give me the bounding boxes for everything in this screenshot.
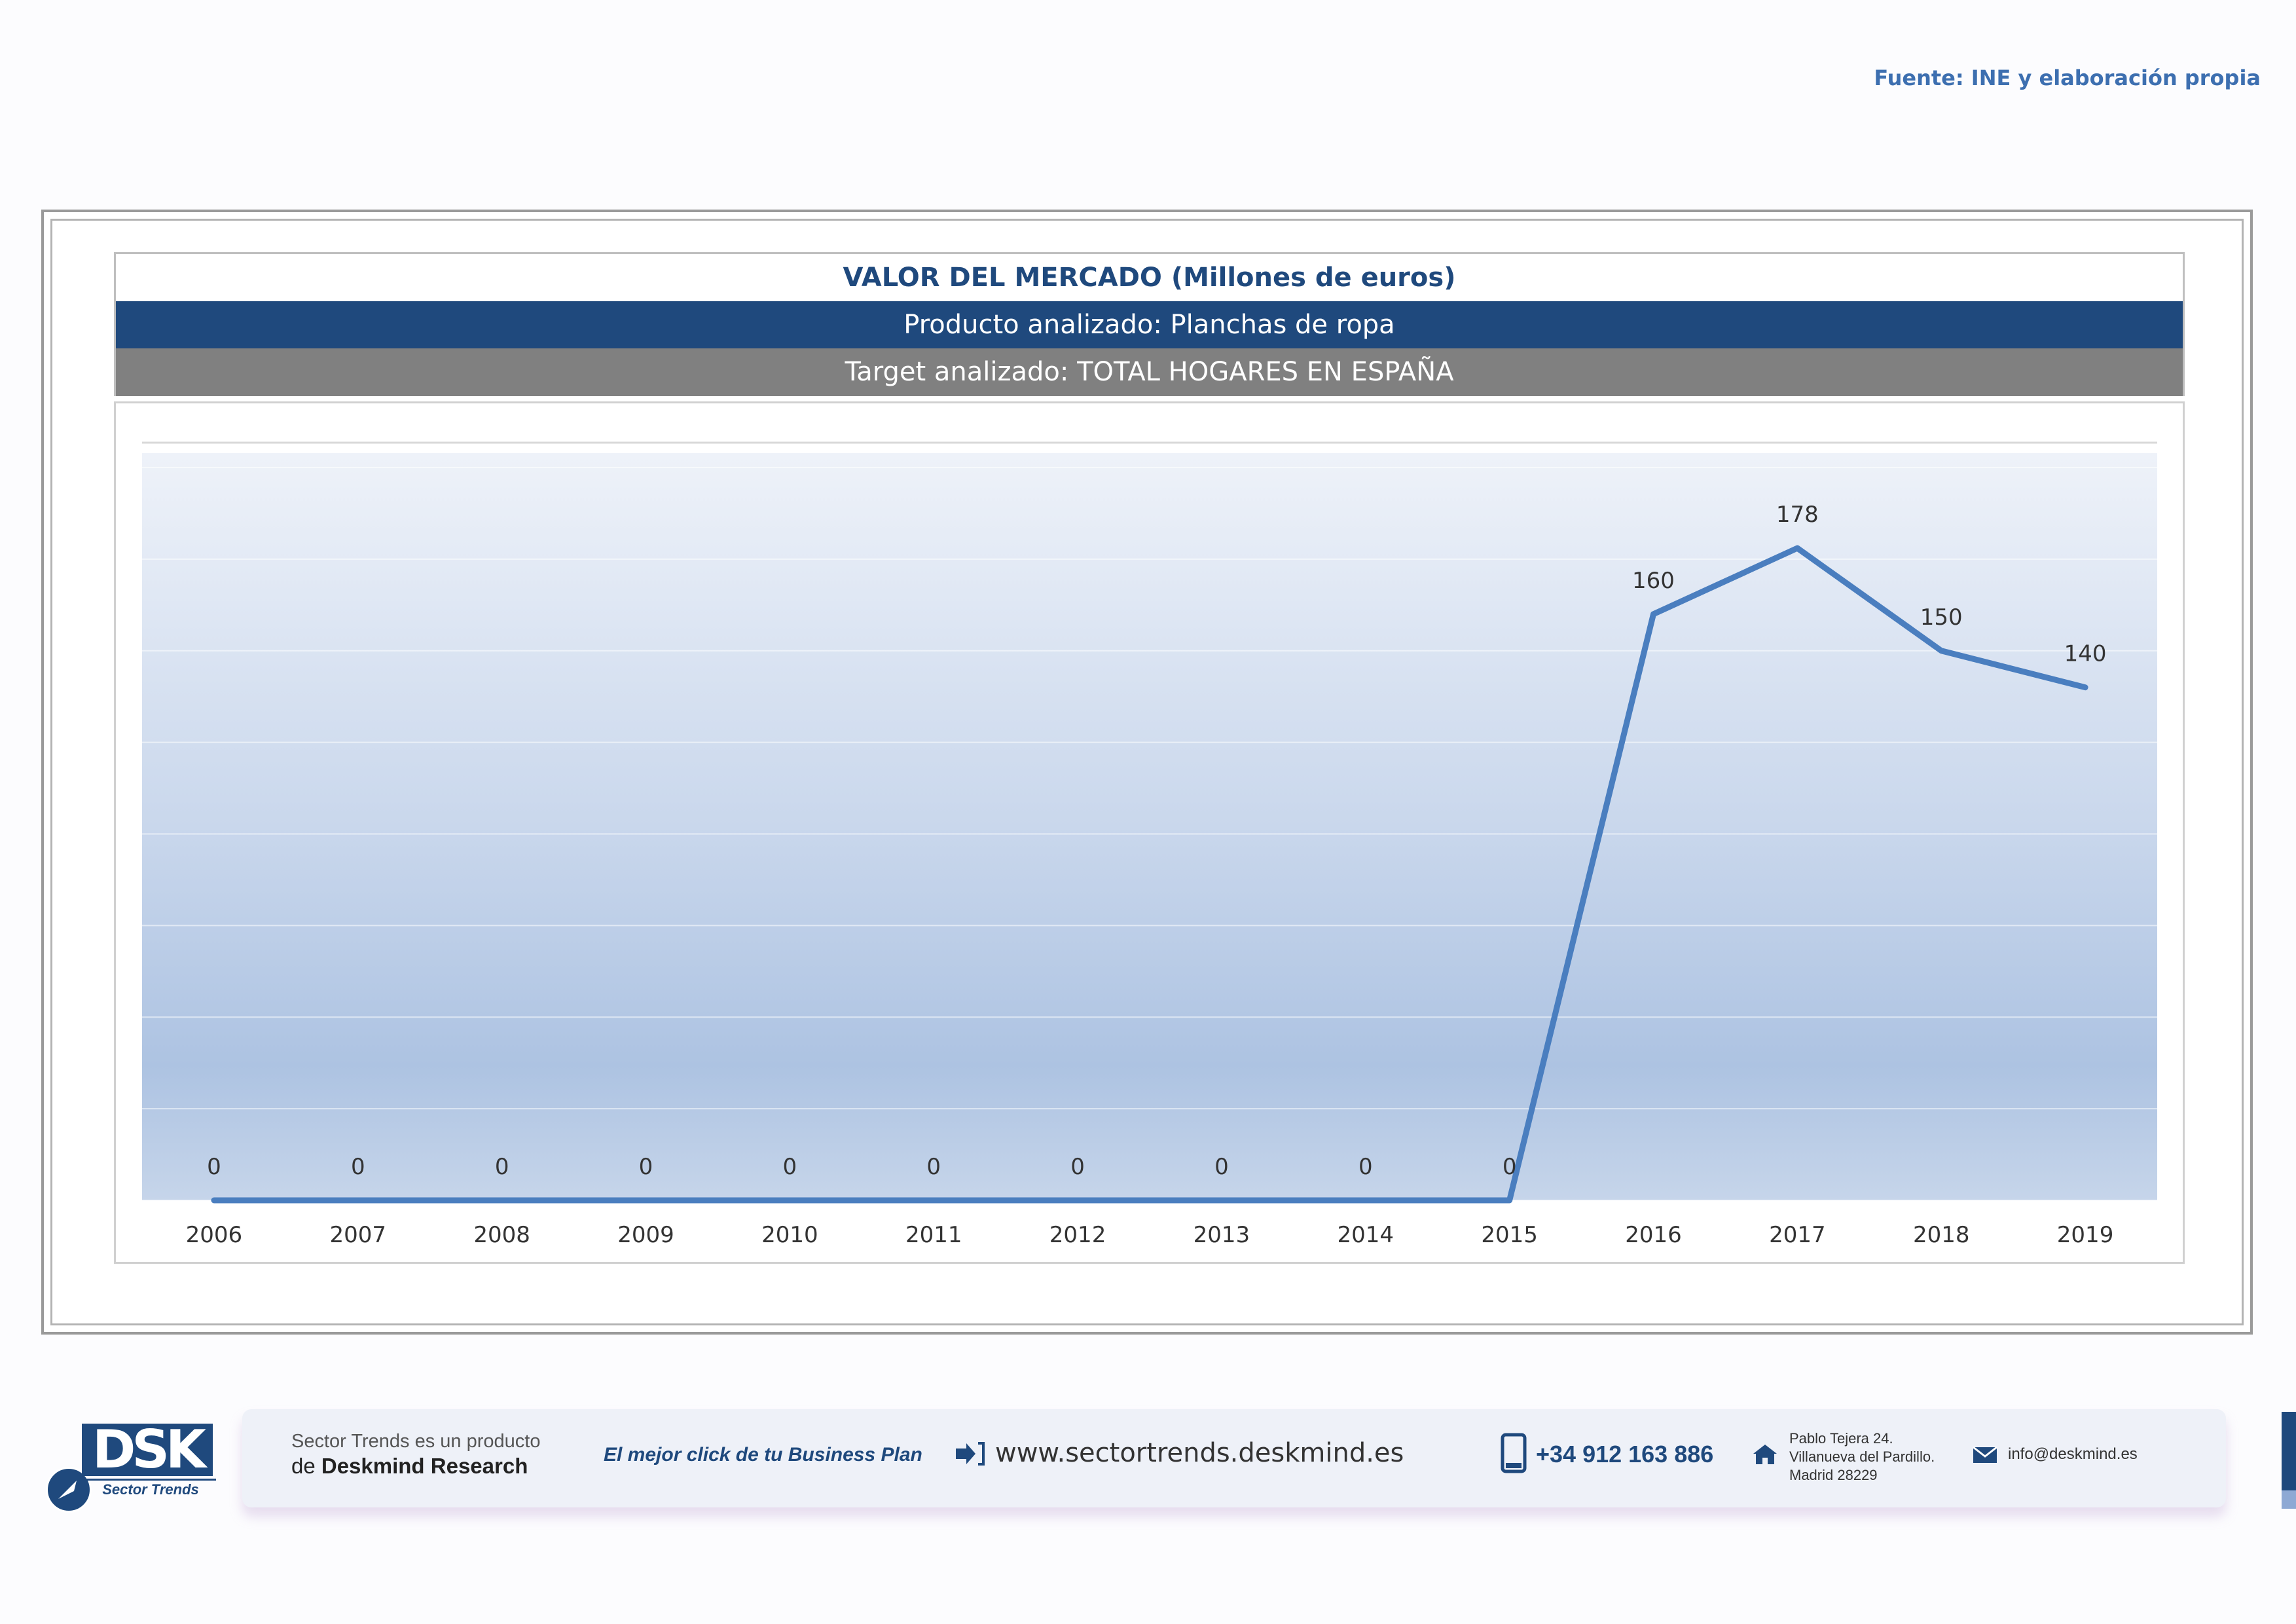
arrow-right-icon [956, 1442, 985, 1466]
data-label: 0 [1214, 1154, 1229, 1180]
data-label: 0 [207, 1154, 221, 1180]
x-tick-label: 2015 [1481, 1222, 1538, 1248]
footer-prefix: de [291, 1454, 321, 1478]
x-tick-label: 2010 [761, 1222, 818, 1248]
footer-banner [242, 1409, 2226, 1507]
footer-product-line: Sector Trends es un producto [291, 1431, 541, 1452]
x-tick-label: 2012 [1049, 1222, 1106, 1248]
mail-icon [1973, 1446, 1997, 1463]
data-label: 140 [2064, 641, 2107, 667]
dsk-logo: DSK Sector Trends [46, 1421, 216, 1513]
data-point [1077, 1200, 1079, 1201]
data-label: 0 [783, 1154, 797, 1180]
data-label: 0 [639, 1154, 653, 1180]
data-label: 160 [1632, 568, 1675, 594]
data-label: 0 [495, 1154, 509, 1180]
source-note: Fuente: INE y elaboración propia [1874, 65, 2261, 90]
chart-area: 0 0 0 0 0 0 0 0 0 0 160 178 150 140 2006 2007 2008 2009 2… [114, 401, 2185, 1264]
data-point [645, 1200, 647, 1201]
x-tick-label: 2006 [186, 1222, 243, 1248]
data-label: 0 [1358, 1154, 1373, 1180]
data-point [501, 1200, 503, 1201]
x-tick-label: 2008 [473, 1222, 530, 1248]
x-tick-label: 2016 [1625, 1222, 1682, 1248]
data-point [1941, 650, 1942, 652]
data-point [1220, 1200, 1222, 1201]
logo-subtitle: Sector Trends [85, 1479, 216, 1498]
x-tick-label: 2019 [2057, 1222, 2114, 1248]
data-point [2085, 686, 2086, 688]
x-tick-label: 2018 [1913, 1222, 1970, 1248]
data-point [789, 1200, 791, 1201]
chart-frame-inner [50, 219, 2244, 1325]
data-point [1796, 547, 1798, 549]
chart-title-block: VALOR DEL MERCADO (Millones de euros) Pr… [114, 252, 2185, 396]
x-tick-label: 2007 [330, 1222, 387, 1248]
plot-background [142, 453, 2157, 1200]
x-tick-label: 2017 [1769, 1222, 1826, 1248]
address-line-2: Villanueva del Pardillo. [1789, 1449, 1935, 1465]
website-link[interactable]: www.sectortrends.deskmind.es [995, 1438, 1404, 1468]
home-icon [1753, 1445, 1777, 1464]
data-label: 178 [1776, 502, 1819, 528]
x-tick-label: 2014 [1338, 1222, 1394, 1248]
x-tick-label: 2011 [905, 1222, 962, 1248]
data-label: 0 [926, 1154, 941, 1180]
email-link[interactable]: info@deskmind.es [2008, 1445, 2138, 1463]
data-point [1652, 613, 1654, 615]
series-line [211, 545, 2088, 1204]
x-tick-label: 2009 [617, 1222, 674, 1248]
phone-icon [1501, 1433, 1527, 1473]
data-label: 0 [351, 1154, 365, 1180]
footer-product-brand-line: de Deskmind Research [291, 1454, 528, 1479]
data-label: 0 [1070, 1154, 1085, 1180]
footer-brand: Deskmind Research [321, 1454, 528, 1478]
footer-accent-bar [2282, 1412, 2296, 1509]
product-subtitle: Producto analizado: Planchas de ropa [116, 301, 2183, 348]
data-point [357, 1200, 359, 1201]
x-tick-label: 2013 [1194, 1222, 1250, 1248]
phone-number[interactable]: +34 912 163 886 [1536, 1441, 1714, 1467]
footer-slogan: El mejor click de tu Business Plan [604, 1444, 922, 1466]
data-label: 0 [1503, 1154, 1517, 1180]
chart-title: VALOR DEL MERCADO (Millones de euros) [116, 254, 2183, 301]
data-point [1508, 1200, 1510, 1201]
address-line-1: Pablo Tejera 24. [1789, 1430, 1893, 1447]
target-subtitle: Target analizado: TOTAL HOGARES EN ESPAÑ… [116, 348, 2183, 396]
data-point [933, 1200, 935, 1201]
data-label: 150 [1920, 604, 1963, 631]
address: Pablo Tejera 24. Villanueva del Pardillo… [1789, 1430, 1935, 1485]
logo-text: DSK [82, 1424, 213, 1476]
data-point [213, 1200, 215, 1201]
data-point [1364, 1200, 1366, 1201]
address-line-3: Madrid 28229 [1789, 1467, 1878, 1483]
line-chart: 0 0 0 0 0 0 0 0 0 0 160 178 150 140 2006 2007 2008 2009 2… [142, 441, 2157, 1248]
